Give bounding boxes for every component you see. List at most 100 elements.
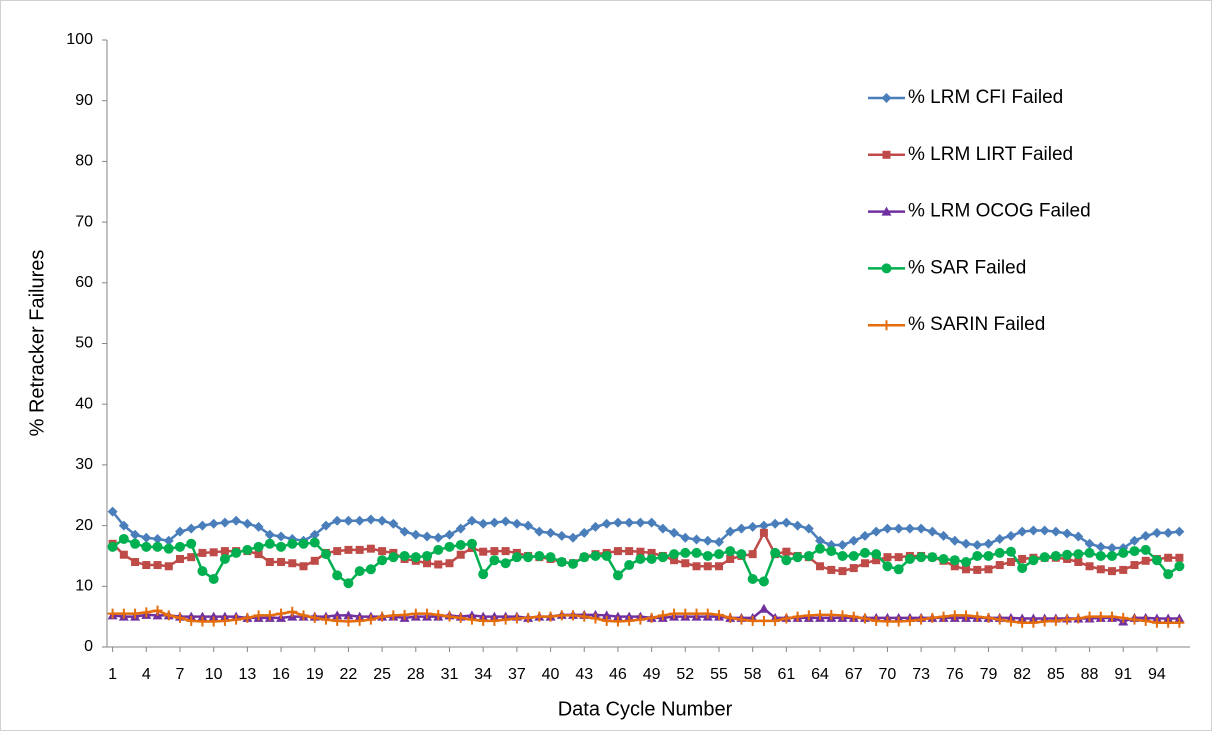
marker <box>838 567 847 576</box>
marker <box>983 612 994 623</box>
marker <box>198 548 207 557</box>
marker <box>691 547 702 558</box>
marker <box>949 555 960 566</box>
marker <box>949 610 960 621</box>
marker <box>961 557 972 568</box>
marker <box>646 612 657 623</box>
marker <box>365 514 376 525</box>
marker <box>725 526 736 537</box>
marker <box>702 608 713 619</box>
marker <box>332 610 343 620</box>
marker <box>624 560 635 571</box>
marker <box>1096 565 1105 574</box>
marker <box>164 562 173 571</box>
marker <box>354 615 365 626</box>
y-axis-title: % Retracker Failures <box>26 250 48 437</box>
y-tick-label: 40 <box>75 395 93 412</box>
marker <box>636 547 645 556</box>
marker <box>107 506 118 517</box>
marker <box>1062 549 1073 560</box>
marker <box>601 610 612 620</box>
x-tick-label: 19 <box>306 666 324 683</box>
marker <box>792 520 803 531</box>
marker <box>973 565 982 574</box>
marker <box>1163 527 1174 538</box>
marker <box>500 558 511 569</box>
marker <box>287 538 298 549</box>
marker <box>466 614 477 625</box>
marker <box>264 538 275 549</box>
x-tick-label: 25 <box>373 666 391 683</box>
marker <box>422 550 433 561</box>
marker <box>1062 614 1073 625</box>
marker <box>612 616 623 627</box>
y-tick-label: 70 <box>75 213 93 230</box>
marker <box>860 559 869 568</box>
legend-label: % SAR Failed <box>908 257 1026 278</box>
marker <box>433 532 444 543</box>
marker <box>545 552 556 563</box>
marker <box>1107 611 1118 622</box>
x-tick-label: 88 <box>1081 666 1099 683</box>
marker <box>881 263 892 274</box>
marker <box>208 574 219 585</box>
marker <box>186 538 197 549</box>
marker <box>152 533 163 544</box>
marker <box>590 521 601 532</box>
marker <box>669 527 680 538</box>
x-tick-label: 28 <box>407 666 425 683</box>
marker <box>141 541 152 552</box>
marker <box>713 549 724 560</box>
marker <box>624 615 635 626</box>
marker <box>1062 528 1073 539</box>
marker <box>1163 617 1174 628</box>
marker <box>1073 531 1084 542</box>
marker <box>691 534 702 545</box>
marker <box>1164 553 1173 562</box>
marker <box>287 606 298 617</box>
marker <box>422 608 433 619</box>
marker <box>423 559 432 568</box>
marker <box>332 615 343 626</box>
marker <box>455 523 466 534</box>
marker <box>478 615 489 626</box>
marker <box>624 517 635 528</box>
marker <box>444 611 455 622</box>
marker <box>1073 549 1084 560</box>
marker <box>534 550 545 561</box>
x-tick-label: 10 <box>205 666 223 683</box>
marker <box>871 549 882 560</box>
marker <box>713 609 724 620</box>
marker <box>972 550 983 561</box>
marker <box>490 547 499 556</box>
marker <box>612 570 623 581</box>
y-tick-label: 0 <box>84 638 93 655</box>
marker <box>816 562 825 571</box>
marker <box>208 518 219 529</box>
marker <box>253 521 264 532</box>
x-tick-label: 58 <box>744 666 762 683</box>
marker <box>635 517 646 528</box>
marker <box>434 560 443 569</box>
marker <box>657 610 668 621</box>
marker <box>343 515 354 526</box>
x-tick-label: 94 <box>1148 666 1166 683</box>
marker <box>657 552 668 563</box>
marker <box>309 612 320 623</box>
marker <box>242 612 253 623</box>
marker <box>377 515 388 526</box>
x-tick-label: 16 <box>272 666 290 683</box>
marker <box>702 535 713 546</box>
x-tick-label: 37 <box>508 666 526 683</box>
marker <box>670 556 679 565</box>
x-tick-label: 31 <box>441 666 459 683</box>
x-tick-label: 34 <box>474 666 492 683</box>
marker <box>186 615 197 626</box>
marker <box>320 549 331 560</box>
x-tick-label: 64 <box>811 666 829 683</box>
marker <box>815 543 826 554</box>
x-axis-title: Data Cycle Number <box>558 698 733 720</box>
marker <box>197 566 208 577</box>
x-tick-label: 82 <box>1013 666 1031 683</box>
